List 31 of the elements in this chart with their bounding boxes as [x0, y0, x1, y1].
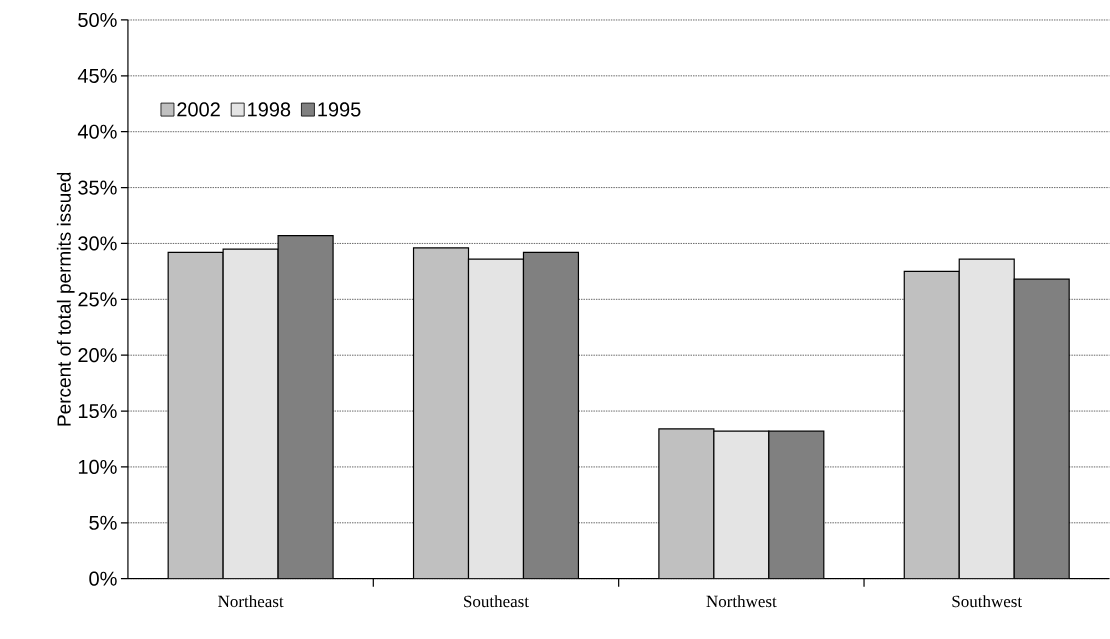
bar [768, 431, 824, 579]
legend-label: 2002 [177, 102, 220, 117]
bar [413, 248, 469, 579]
bar [658, 429, 714, 579]
y-tick-label: 30% [78, 236, 117, 251]
x-tick-label: Northeast [218, 595, 284, 608]
x-tick-label: Southwest [952, 595, 1023, 608]
y-tick-label: 35% [78, 180, 117, 195]
y-tick-label: 45% [77, 68, 117, 84]
legend-label: 1995 [318, 102, 361, 117]
bar [523, 252, 579, 579]
bar [468, 259, 524, 579]
y-tick-label: 15% [78, 404, 117, 419]
bar [903, 270, 960, 579]
y-tick-label: 0% [89, 571, 117, 586]
x-tick-label: Southeast [464, 595, 529, 608]
bar [168, 252, 224, 579]
y-tick-label: 5% [89, 515, 117, 531]
y-tick-label: 10% [78, 460, 117, 475]
y-tick-label: 50% [78, 13, 117, 28]
legend-label: 1998 [248, 102, 291, 117]
y-axis-title: Percent of total permits issued [56, 173, 75, 426]
bar [1013, 278, 1070, 579]
bar [958, 258, 1015, 579]
bar [223, 249, 279, 579]
y-tick-label: 20% [78, 348, 117, 363]
x-tick-label: Northwest [706, 595, 777, 608]
y-tick-label: 40% [77, 124, 117, 139]
bar [713, 431, 769, 579]
y-tick-label: 25% [78, 292, 117, 307]
bar [278, 235, 334, 579]
